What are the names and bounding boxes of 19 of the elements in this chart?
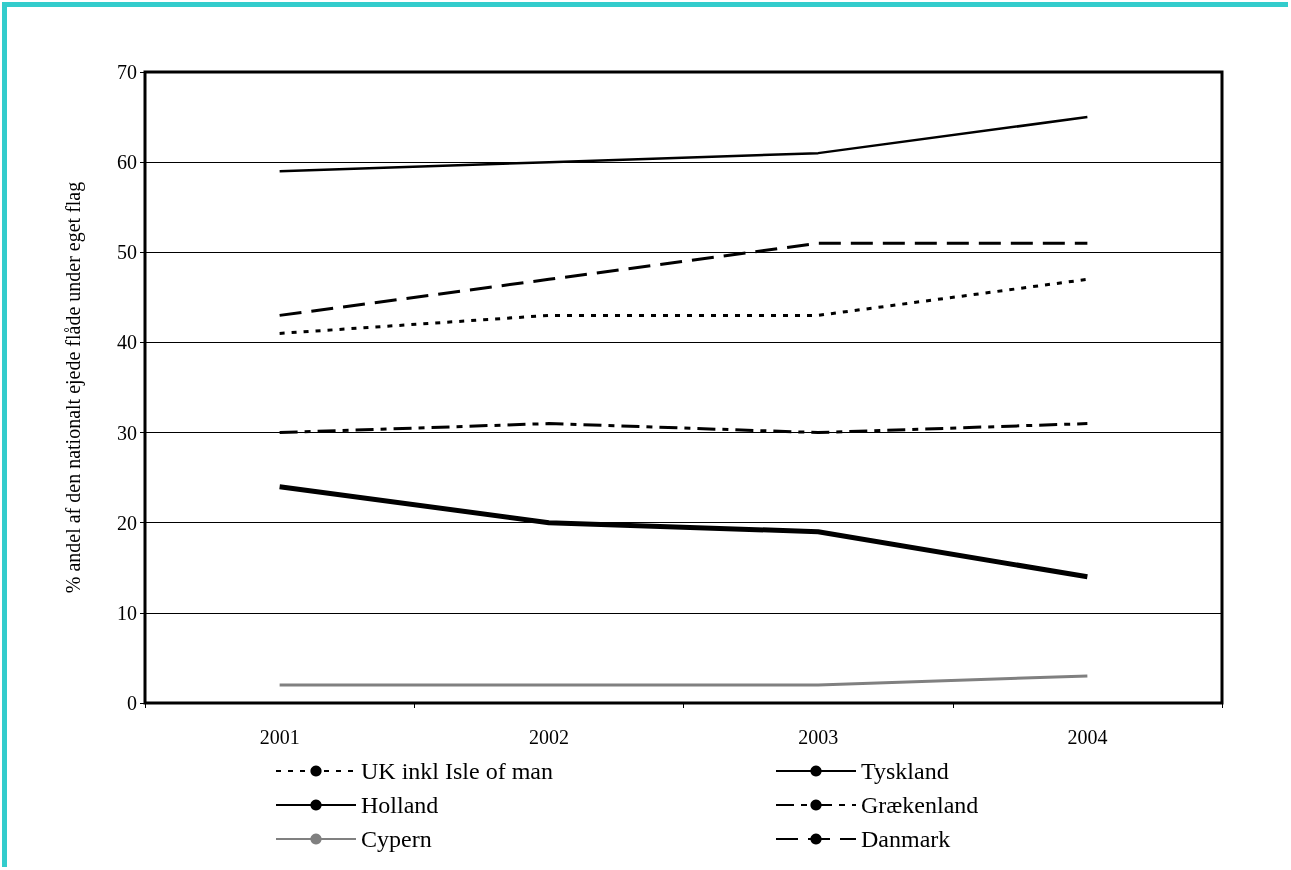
legend-label: Grækenland [861, 792, 979, 818]
legend-label: Holland [361, 792, 439, 818]
y-tick-label: 0 [127, 692, 137, 714]
y-tick-label: 60 [117, 151, 137, 174]
y-tick-label: 20 [117, 511, 137, 534]
x-tick-label: 2004 [1067, 726, 1108, 748]
legend-label: Cypern [361, 826, 432, 852]
legend-label: UK inkl Isle of man [361, 758, 553, 784]
x-tick-label: 2003 [798, 726, 839, 748]
y-axis-title: % andel af den nationalt ejede flåde under eget flag [62, 181, 85, 594]
legend-label: Danmark [861, 826, 951, 852]
x-tick-label: 2002 [528, 726, 569, 748]
legend-label: Tyskland [861, 758, 949, 784]
x-tick-label: 2001 [259, 726, 300, 748]
y-tick-label: 10 [117, 601, 137, 624]
y-tick-label: 30 [117, 421, 137, 444]
y-tick-label: 50 [117, 241, 137, 264]
y-tick-label: 70 [117, 61, 137, 83]
y-tick-label: 40 [117, 331, 137, 354]
